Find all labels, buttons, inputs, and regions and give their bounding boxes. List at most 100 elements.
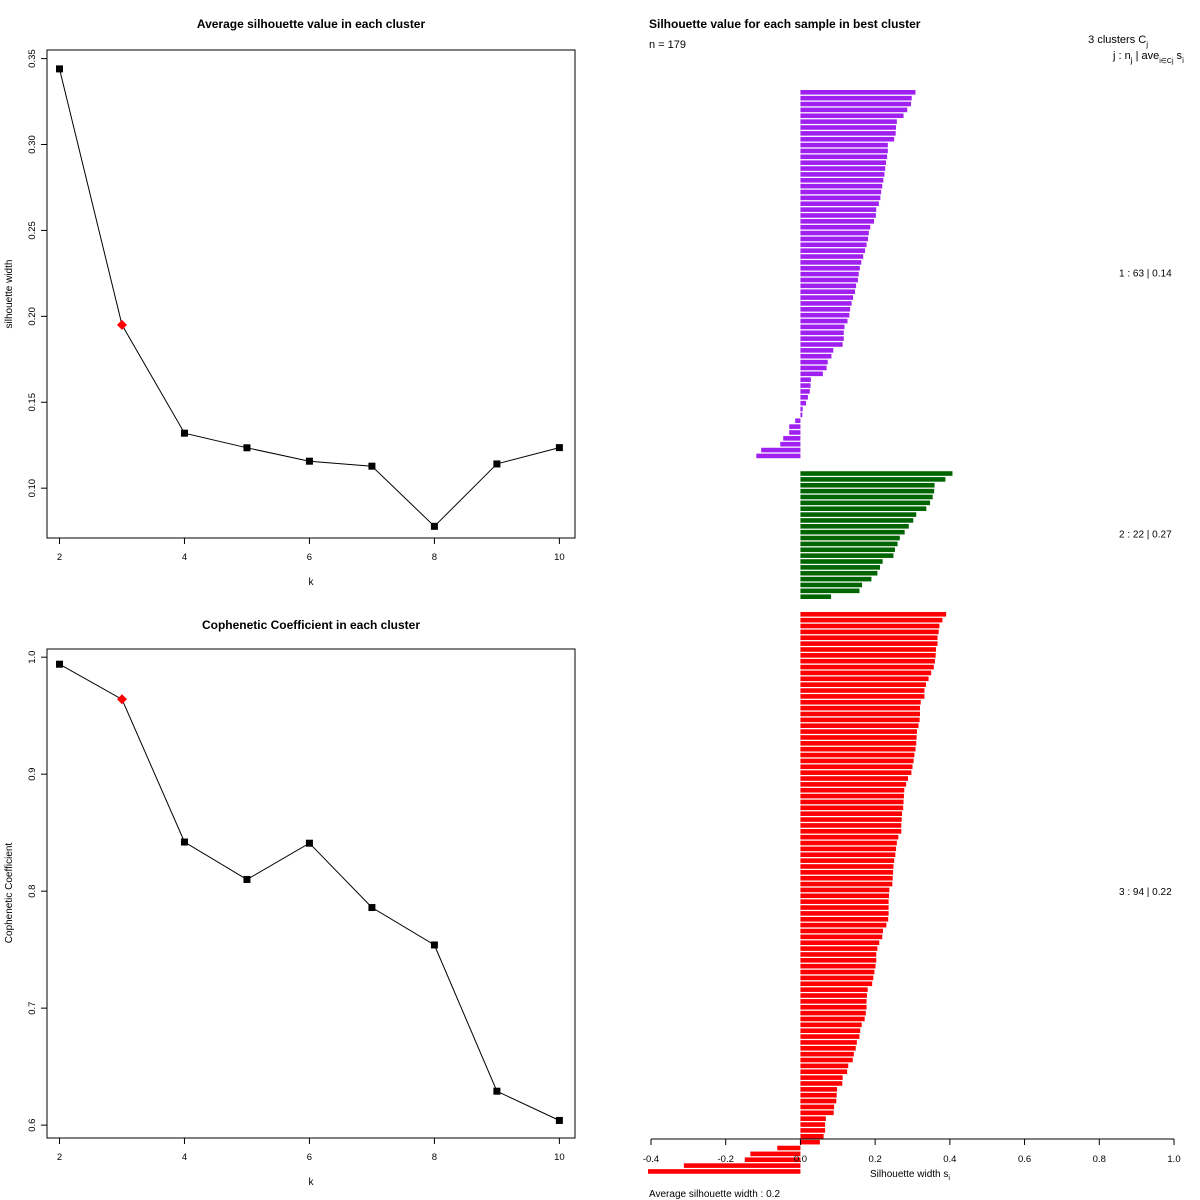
data-point [305, 839, 313, 847]
silhouette-bar [800, 582, 863, 588]
silhouette-bar [800, 758, 914, 764]
series-line [59, 663, 560, 1121]
silhouette-bar [800, 482, 935, 488]
y-tick-label: 0.10 [27, 479, 38, 498]
silhouette-bar [800, 623, 940, 629]
silhouette-bar [800, 242, 867, 248]
data-point [368, 904, 376, 912]
silhouette-bar [800, 177, 884, 183]
silhouette-bar [800, 166, 886, 171]
x-tick-label: 0.2 [869, 1154, 882, 1165]
silhouette-bar [800, 975, 874, 981]
silhouette-bar [800, 271, 859, 277]
silhouette-samples-panel: Silhouette value for each sample in best… [643, 17, 1184, 1200]
silhouette-bar [800, 705, 920, 711]
silhouette-bar [800, 389, 810, 394]
silhouette-bar [800, 136, 895, 142]
silhouette-bar [800, 928, 883, 934]
silhouette-bar [800, 735, 917, 740]
silhouette-bar [800, 746, 916, 752]
silhouette-bar [800, 1022, 862, 1028]
silhouette-bar [800, 952, 877, 957]
y-tick-label: 0.15 [27, 393, 38, 412]
silhouette-bar [800, 1028, 861, 1033]
silhouette-bar [800, 412, 803, 418]
silhouette-bar [800, 1081, 843, 1086]
silhouette-bar [800, 570, 878, 576]
silhouette-bar [800, 131, 896, 136]
silhouette-bar [800, 905, 889, 910]
y-tick-label: 0.6 [27, 1119, 38, 1132]
y-tick-label: 0.9 [27, 768, 38, 781]
avg-silhouette-plot-box [46, 49, 576, 539]
avg-silhouette-panel: Average silhouette value in each cluster… [4, 17, 576, 588]
sample-count-label: n = 179 [649, 39, 686, 51]
silhouette-bar [800, 295, 854, 300]
silhouette-bar [780, 441, 801, 447]
silhouette-bar [800, 699, 921, 705]
x-tick-label: 8 [432, 1152, 437, 1163]
silhouette-bar [800, 348, 834, 353]
silhouette-bar [800, 283, 857, 289]
silhouette-bar [800, 318, 848, 324]
silhouette-bar [800, 224, 871, 230]
silhouette-bar [683, 1163, 801, 1168]
silhouette-bar [800, 506, 927, 512]
x-tick-label: 1.0 [1167, 1154, 1180, 1165]
silhouette-bar [800, 688, 925, 693]
cluster-label: 2 : 22 | 0.27 [1119, 529, 1172, 540]
cophenetic-y-axis: 0.6 0.7 0.8 0.9 1.0 [27, 651, 47, 1132]
silhouette-bar [800, 653, 936, 658]
silhouette-bar [800, 793, 904, 799]
silhouette-bar [800, 958, 877, 963]
best-k-marker [116, 694, 127, 705]
silhouette-bar [800, 377, 811, 382]
silhouette-bar [800, 934, 883, 940]
silhouette-bar [800, 1104, 835, 1110]
silhouette-bar [800, 711, 920, 717]
silhouette-bar [800, 916, 889, 922]
silhouette-bar [800, 811, 903, 816]
silhouette-bar [789, 430, 801, 435]
silhouette-bar [800, 553, 894, 558]
silhouette-bar [800, 594, 832, 599]
avg-silhouette-series [55, 65, 563, 530]
silhouette-bar [800, 1128, 826, 1133]
silhouette-bar [800, 588, 860, 594]
silhouette-bar [800, 160, 886, 165]
data-point [493, 460, 501, 468]
silhouette-bar [800, 565, 880, 570]
silhouette-bar [800, 617, 943, 623]
x-tick-label: 0.6 [1018, 1154, 1031, 1165]
legend-header-s-sub: i [1182, 56, 1184, 65]
silhouette-bar [800, 559, 883, 564]
silhouette-bar [800, 154, 888, 160]
legend-header-columns: j : nj | avei∈Cj si [1112, 50, 1184, 65]
silhouette-bar [800, 394, 808, 400]
data-point [305, 457, 313, 465]
silhouette-bar [800, 195, 881, 201]
silhouette-bar [800, 201, 879, 207]
avg-silhouette-x-label: k [309, 577, 315, 588]
silhouette-bar [800, 858, 895, 863]
x-tick-label: 8 [432, 552, 437, 563]
silhouette-bar [800, 658, 935, 664]
silhouette-bar [800, 541, 898, 547]
avg-silhouette-x-axis: 2 4 6 8 10 [57, 538, 565, 563]
x-tick-label: 10 [554, 552, 565, 563]
silhouette-bar [800, 635, 938, 641]
cluster-label: 3 : 94 | 0.22 [1119, 887, 1172, 898]
silhouette-bar [800, 776, 909, 781]
average-silhouette-width-footer: Average silhouette width : 0.2 [649, 1189, 780, 1200]
silhouette-bar [800, 1116, 826, 1121]
silhouette-bar [750, 1151, 801, 1157]
silhouette-x-axis: -0.4 -0.2 0.0 0.2 0.4 0.6 0.8 1.0 [643, 1138, 1181, 1165]
data-point [243, 444, 251, 452]
silhouette-bar [800, 113, 904, 119]
silhouette-bar [800, 1139, 820, 1145]
silhouette-bar [800, 828, 902, 834]
silhouette-bar [800, 547, 895, 553]
silhouette-bar [800, 911, 889, 916]
silhouette-x-label-text: Silhouette width s [870, 1169, 948, 1180]
silhouette-bar [800, 576, 872, 582]
